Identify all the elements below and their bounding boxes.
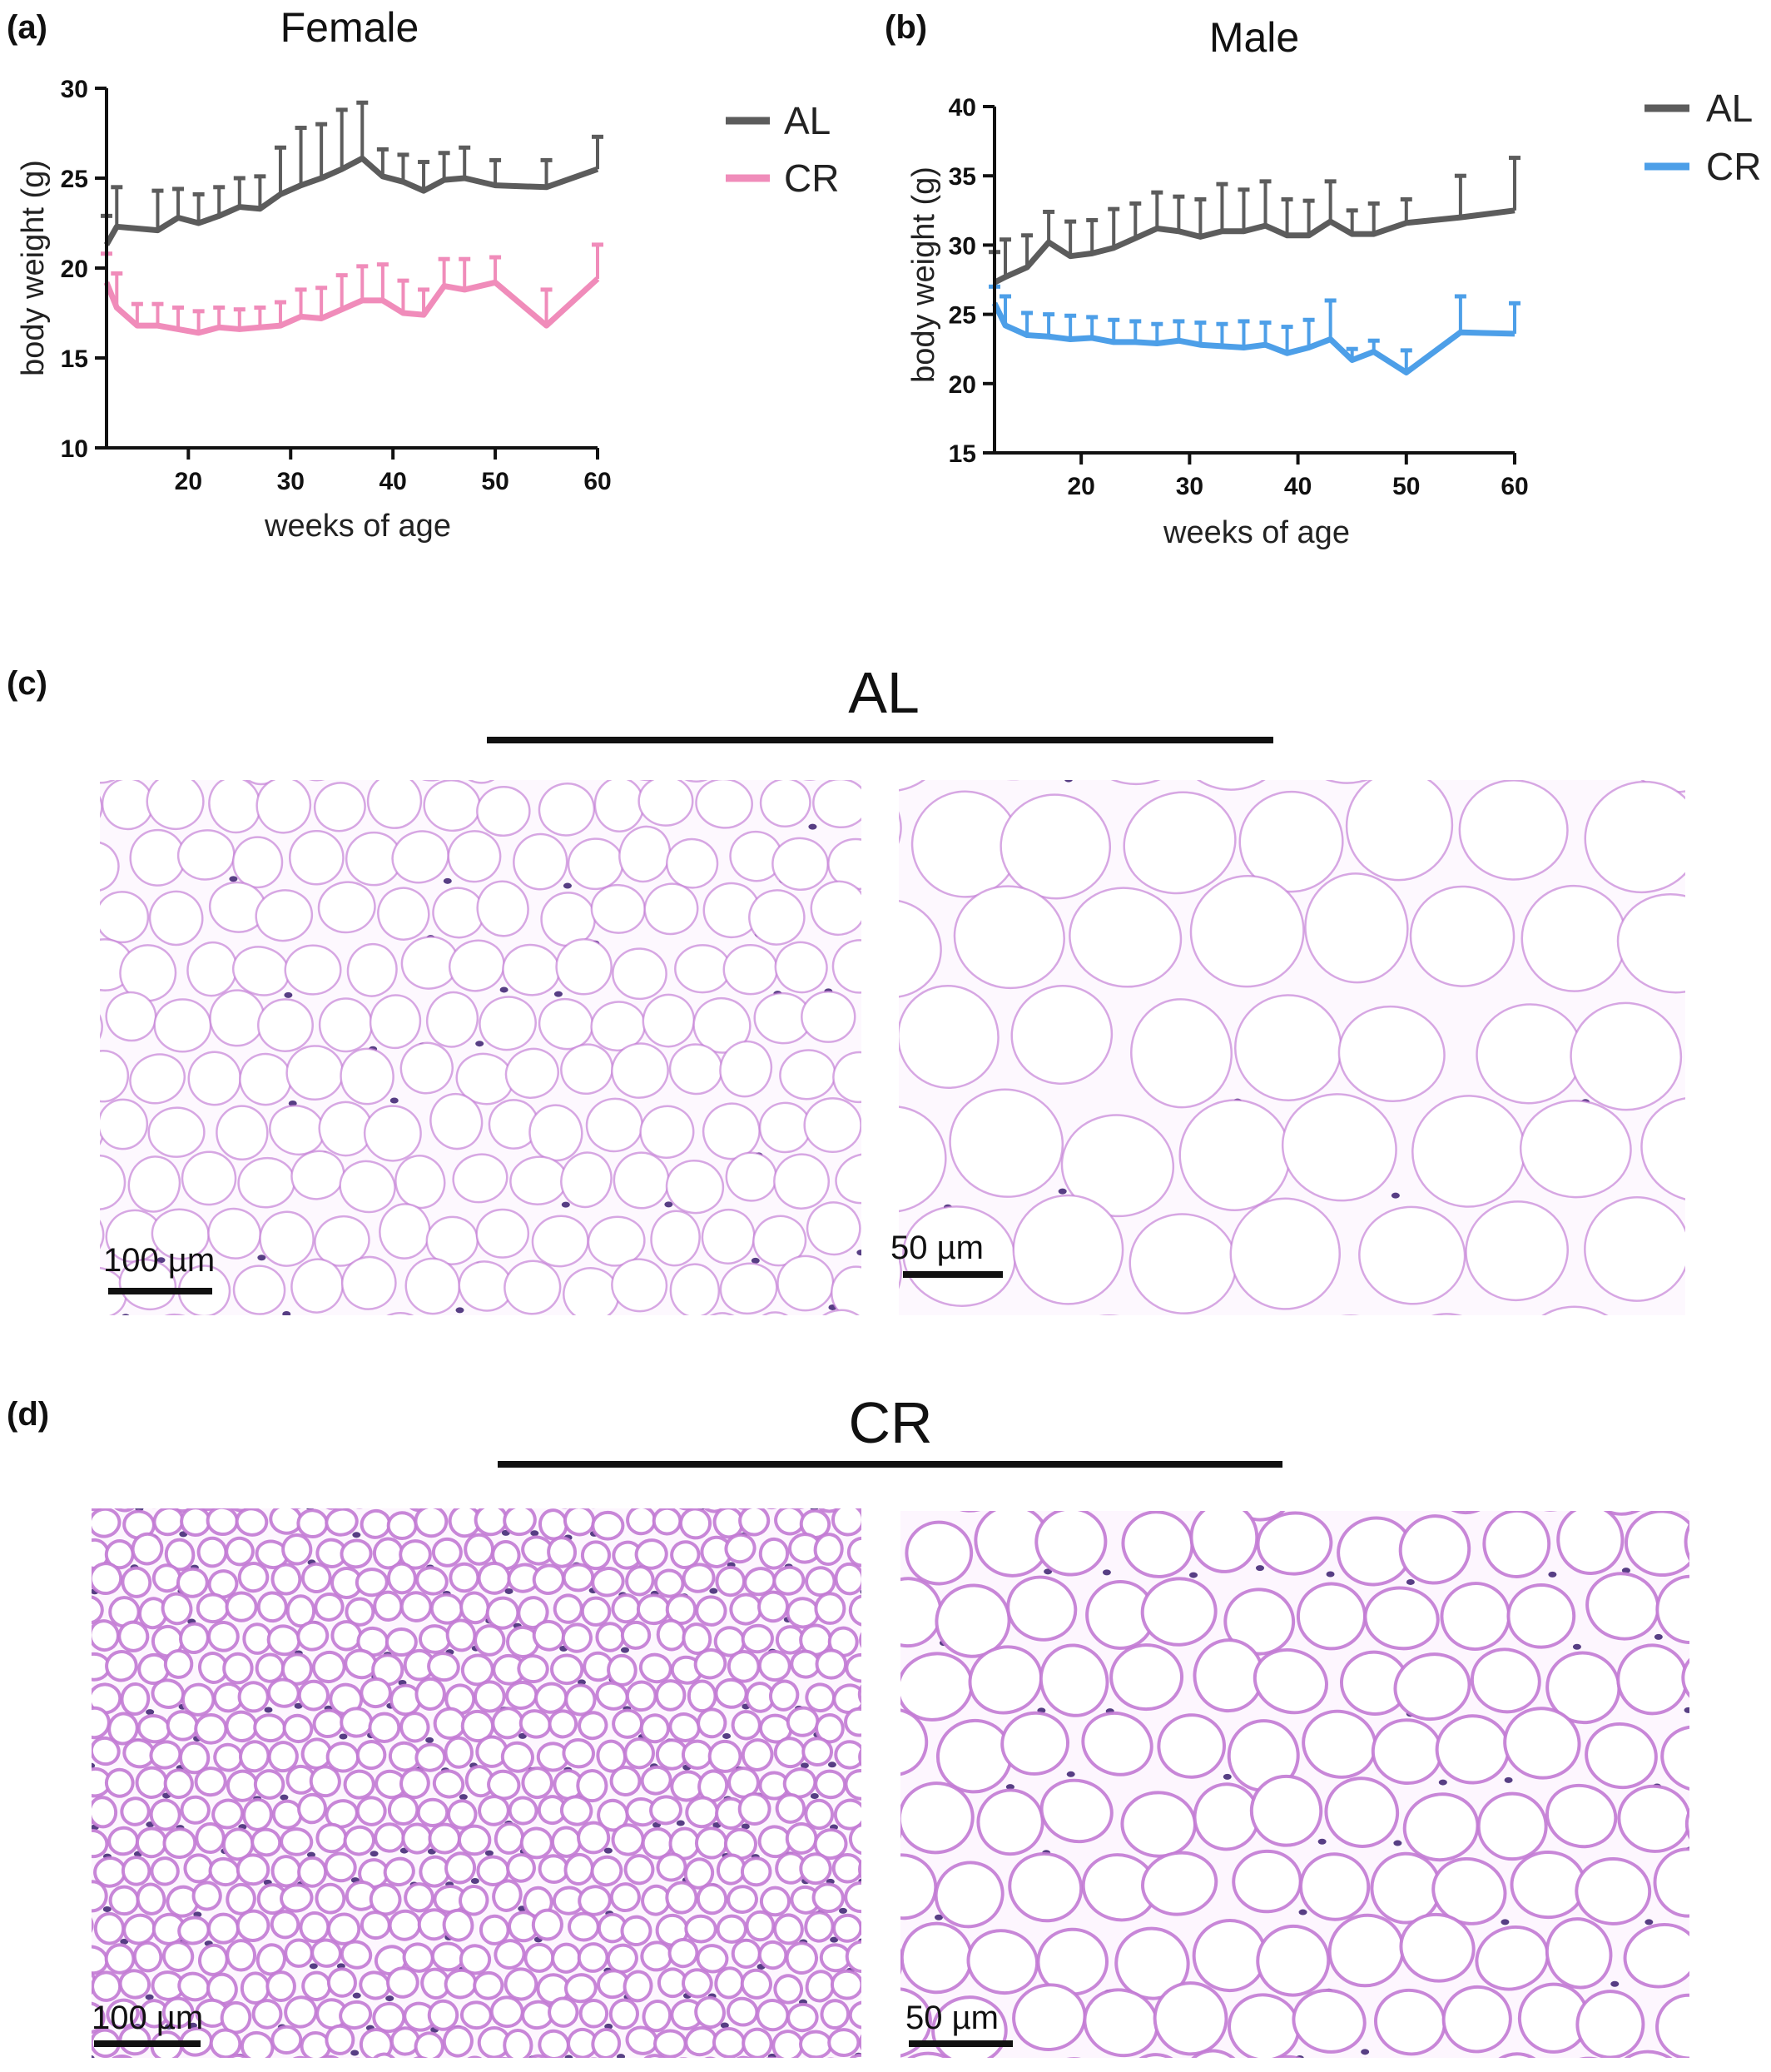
panel-letter-d: (d)	[7, 1396, 49, 1433]
chart-male: (b) Male 15 20 25 30 35 40 20 30 40 50 60 weeks o…	[885, 9, 1761, 550]
y-tick-label-female-10: 10	[61, 435, 88, 463]
x-tick-label-female-30: 30	[277, 468, 305, 495]
y-axis-male: 15 20 25 30 35 40	[949, 94, 995, 468]
x-tick-label-female-20: 20	[175, 468, 202, 495]
y-tick-label-male-15: 15	[949, 440, 976, 468]
scale-bar-cr-high	[909, 2040, 1013, 2047]
scale-bar-al-low	[108, 1288, 212, 1294]
legend-label-al-male: AL	[1706, 87, 1753, 130]
y-tick-label-male-35: 35	[949, 163, 976, 191]
line-cr-female	[103, 276, 600, 336]
panel-letter-c: (c)	[7, 665, 47, 702]
y-tick-label-female-30: 30	[61, 76, 88, 103]
panel-d: (d) CR 100 µm 50 µm	[7, 1390, 1689, 2058]
x-tick-label-male-50: 50	[1392, 473, 1420, 500]
y-axis-label-female: body weight (g)	[16, 160, 51, 376]
legend-male: AL CR	[1644, 87, 1761, 188]
chart-title-female: Female	[280, 4, 419, 51]
y-tick-label-male-25: 25	[949, 302, 976, 330]
line-cr-male	[991, 301, 1516, 375]
group-bar-al	[487, 737, 1273, 743]
series-al-male	[989, 156, 1520, 286]
x-tick-label-male-30: 30	[1176, 473, 1203, 500]
micrograph-cr-high	[900, 1511, 1689, 2058]
scale-bar-al-high	[903, 1271, 1003, 1278]
x-tick-label-female-60: 60	[583, 468, 611, 495]
y-tick-label-female-15: 15	[61, 345, 88, 373]
legend-label-cr-male: CR	[1706, 145, 1761, 188]
group-title-cr: CR	[848, 1390, 932, 1455]
x-tick-label-female-50: 50	[481, 468, 508, 495]
panel-c: (c) AL 100 µm 50 µm	[7, 660, 1685, 1315]
micrograph-al-high	[899, 780, 1685, 1315]
panel-letter-b: (b)	[885, 9, 927, 46]
x-axis-female: 20 30 40 50 60	[175, 448, 612, 495]
y-tick-label-male-20: 20	[949, 371, 976, 399]
line-al-female	[103, 155, 599, 246]
legend-female: AL CR	[726, 99, 839, 200]
group-title-al: AL	[848, 660, 920, 725]
scale-bar-cr-low	[94, 2040, 201, 2047]
y-axis-female: 10 15 20 25 30	[61, 76, 107, 463]
y-tick-label-male-40: 40	[949, 94, 976, 122]
x-tick-label-female-40: 40	[379, 468, 406, 495]
legend-label-al-female: AL	[784, 99, 831, 142]
x-axis-label-female: weeks of age	[264, 509, 451, 544]
x-tick-label-male-40: 40	[1284, 473, 1312, 500]
chart-title-male: Male	[1209, 14, 1299, 61]
scale-label-cr-low: 100 µm	[92, 2000, 203, 2036]
y-tick-label-male-30: 30	[949, 232, 976, 260]
legend-label-cr-female: CR	[784, 157, 839, 200]
group-bar-cr	[498, 1461, 1282, 1468]
y-tick-label-female-20: 20	[61, 256, 88, 283]
x-axis-male: 20 30 40 50 60	[1067, 453, 1529, 500]
x-tick-label-male-60: 60	[1501, 473, 1528, 500]
line-al-male	[993, 207, 1516, 286]
x-axis-label-male: weeks of age	[1163, 515, 1350, 550]
series-al-female	[101, 100, 603, 246]
y-axis-label-male: body weight (g)	[906, 166, 941, 383]
chart-female: (a) Female 10 15 20 25 30 20 30 40 50 60 weeks o…	[7, 4, 839, 544]
x-tick-label-male-20: 20	[1067, 473, 1094, 500]
y-tick-label-female-25: 25	[61, 166, 88, 193]
micrograph-al-low	[100, 780, 861, 1315]
series-cr-male	[989, 284, 1520, 375]
series-cr-female	[101, 242, 603, 336]
micrograph-cr-low	[92, 1508, 861, 2058]
scale-label-al-high: 50 µm	[890, 1230, 984, 1266]
panel-letter-a: (a)	[7, 9, 47, 46]
scale-label-al-low: 100 µm	[103, 1242, 215, 1279]
scale-label-cr-high: 50 µm	[905, 2000, 999, 2036]
